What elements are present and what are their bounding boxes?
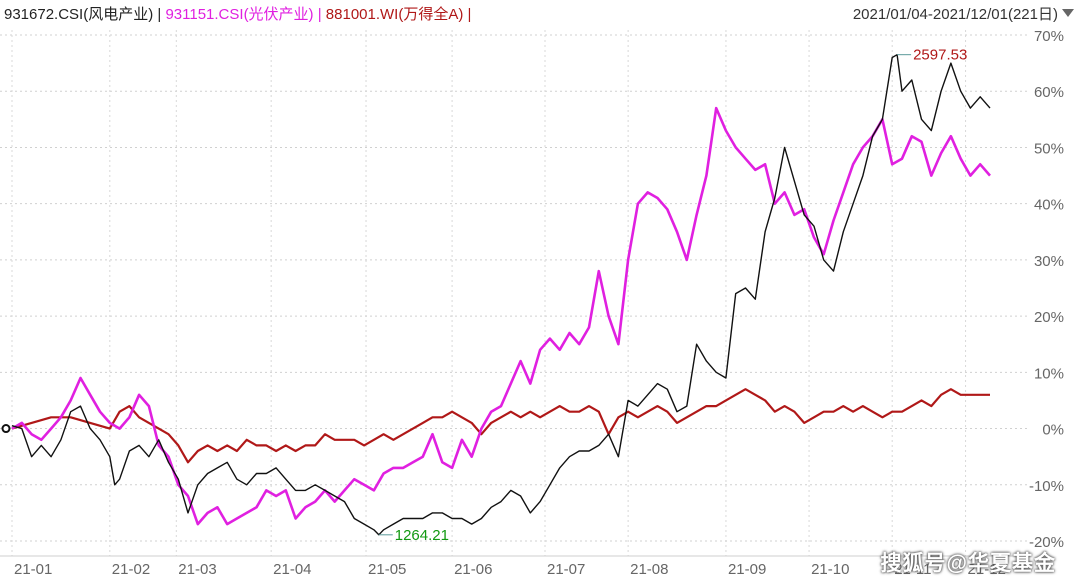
y-tick-label: 10%: [1034, 365, 1064, 382]
y-tick-label: 60%: [1034, 84, 1064, 101]
date-range-label[interactable]: 2021/01/04-2021/12/01(221日): [852, 6, 1058, 23]
legend-separator: |: [153, 6, 166, 23]
legend: 931672.CSI(风电产业) | 931151.CSI(光伏产业) | 88…: [4, 3, 471, 24]
x-tick-label: 21-10: [811, 561, 849, 578]
series-line: [11, 106, 991, 526]
x-tick-label: 21-09: [728, 561, 766, 578]
legend-entry-wind[interactable]: 931672.CSI(风电产业): [4, 6, 154, 23]
annotations: 2597.53 1264.21: [378, 47, 967, 544]
annotation-label: 1264.21: [395, 527, 449, 544]
y-tick-label: -20%: [1029, 534, 1064, 551]
y-tick-label: 70%: [1034, 28, 1064, 45]
x-tick-label: 21-02: [112, 561, 150, 578]
x-tick-label: 21-12: [968, 561, 1006, 578]
y-tick-label: 40%: [1034, 197, 1064, 214]
x-tick-label: 21-08: [630, 561, 668, 578]
x-tick-label: 21-04: [273, 561, 311, 578]
x-axis: 21-01 21-02 21-03 21-04 21-05 21-06 21-07 21-08…: [0, 555, 1030, 578]
y-tick-label: 20%: [1034, 309, 1064, 326]
legend-entry-solar[interactable]: 931151.CSI(光伏产业): [165, 6, 314, 23]
y-tick-label: -10%: [1029, 478, 1064, 495]
annotation-label: 2597.53: [913, 47, 967, 64]
series-lines: [1, 54, 991, 536]
x-tick-label: 21-07: [547, 561, 585, 578]
x-tick-label: 21-01: [14, 561, 52, 578]
y-tick-label: 30%: [1034, 253, 1064, 270]
legend-entry-wind-a[interactable]: 881001.WI(万得全A): [325, 6, 464, 23]
legend-separator: |: [313, 6, 326, 23]
watermark: 搜狐号@华夏基金: [880, 552, 1056, 575]
y-tick-label: 50%: [1034, 140, 1064, 157]
x-tick-label: 21-06: [454, 561, 492, 578]
start-marker: [1, 424, 11, 434]
legend-separator: |: [463, 6, 472, 23]
y-axis: 70% 60% 50% 40% 30% 20% 10% 0% -10% -20%: [1029, 28, 1064, 551]
x-tick-label: 21-05: [368, 561, 406, 578]
x-tick-label: 21-11: [894, 561, 931, 578]
series-line: [11, 54, 991, 536]
x-tick-label: 21-03: [178, 561, 216, 578]
dropdown-arrow-icon[interactable]: [1062, 9, 1074, 17]
y-tick-label: 0%: [1042, 422, 1064, 439]
grid: [0, 30, 1030, 556]
series-line: [11, 388, 990, 464]
